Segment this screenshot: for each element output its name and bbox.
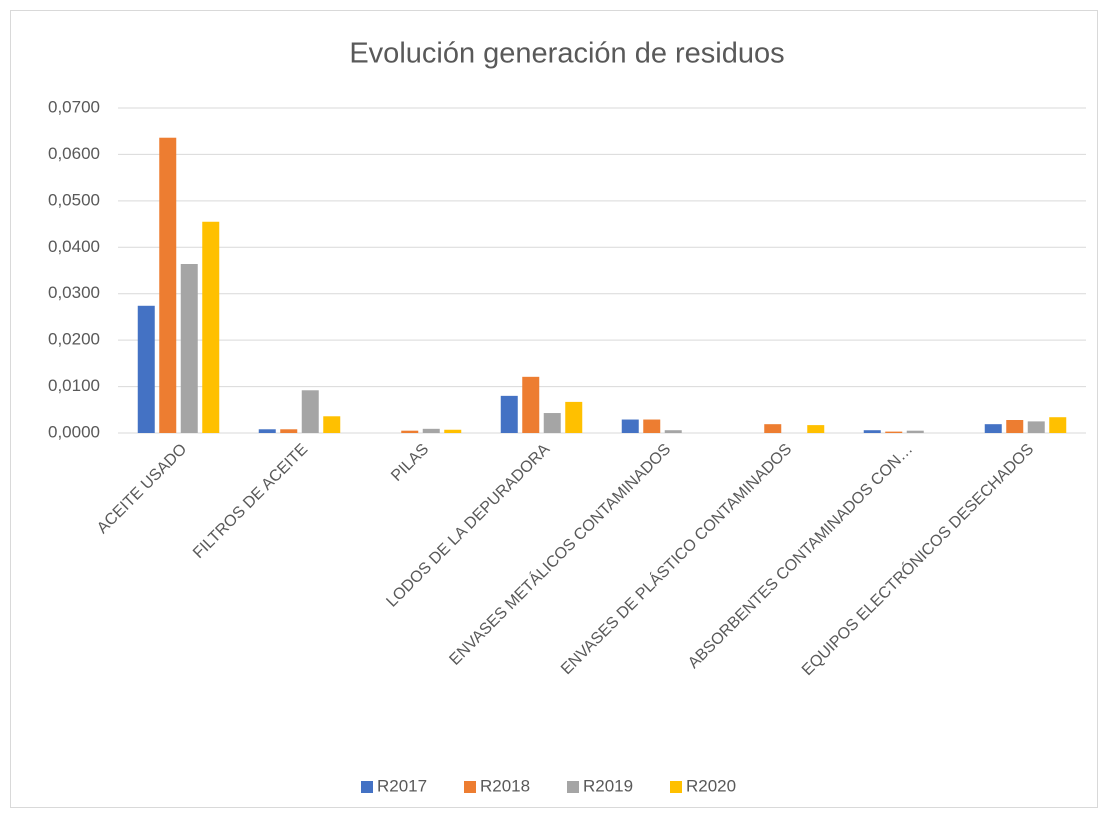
bar — [1027, 421, 1045, 433]
bar — [764, 424, 782, 433]
chart-title: Evolución generación de residuos — [349, 38, 784, 70]
legend-swatch — [464, 781, 476, 793]
bar — [422, 428, 440, 433]
y-tick-label: 0,0600 — [48, 144, 100, 163]
bar — [137, 305, 155, 433]
legend-label: R2017 — [377, 776, 427, 795]
y-tick-label: 0,0300 — [48, 283, 100, 302]
y-tick-label: 0,0400 — [48, 237, 100, 256]
bar — [807, 425, 825, 433]
legend-swatch — [361, 781, 373, 793]
legend-label: R2020 — [686, 776, 736, 795]
legend-swatch — [567, 781, 579, 793]
bar — [202, 221, 220, 433]
bar — [280, 429, 298, 433]
bar — [258, 429, 276, 433]
bar — [543, 413, 561, 433]
bar — [180, 264, 198, 433]
bar — [301, 390, 319, 433]
bar — [444, 429, 462, 433]
legend-swatch — [670, 781, 682, 793]
y-tick-label: 0,0200 — [48, 330, 100, 349]
bar — [1049, 417, 1067, 433]
bar — [565, 401, 583, 433]
y-tick-label: 0,0700 — [48, 97, 100, 116]
y-tick-label: 0,0000 — [48, 422, 100, 441]
y-tick-label: 0,0500 — [48, 190, 100, 209]
bar — [863, 430, 881, 433]
legend-label: R2018 — [480, 776, 530, 795]
bar — [906, 430, 924, 433]
bar — [984, 424, 1002, 433]
bar — [885, 431, 903, 433]
bar — [1006, 420, 1024, 433]
bar — [159, 137, 177, 433]
legend-label: R2019 — [583, 776, 633, 795]
bar — [621, 419, 639, 433]
bar — [522, 376, 540, 433]
y-tick-label: 0,0100 — [48, 376, 100, 395]
bar — [401, 430, 419, 433]
bar — [323, 416, 341, 433]
bar — [500, 395, 518, 433]
bar — [643, 419, 661, 433]
bar — [664, 430, 682, 433]
